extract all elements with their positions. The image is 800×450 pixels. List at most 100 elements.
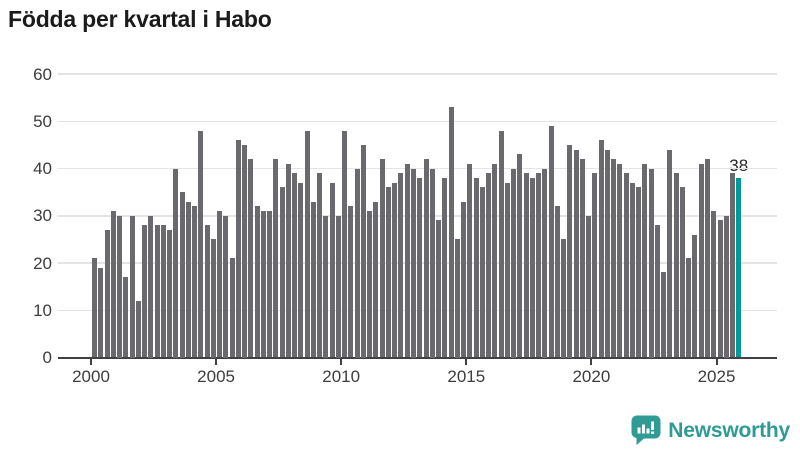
- bar: [117, 215, 123, 358]
- gridline-y-40: [58, 167, 777, 170]
- y-axis-tick-label: 60: [33, 64, 52, 84]
- bar: [711, 211, 717, 358]
- bar: [679, 187, 685, 358]
- bar: [135, 300, 141, 358]
- x-axis-tick-label: 2010: [322, 367, 361, 386]
- bar: [310, 201, 316, 358]
- bar: [210, 239, 216, 358]
- bar: [423, 159, 429, 358]
- bar: [636, 187, 642, 358]
- y-axis-tick-label: 0: [42, 348, 52, 367]
- bar: [579, 159, 585, 358]
- bar: [429, 168, 435, 358]
- gridline-y-60: [58, 73, 777, 75]
- bar: [254, 206, 260, 358]
- y-axis-tick-label: 10: [33, 300, 52, 320]
- bar: [667, 149, 673, 358]
- bar: [123, 277, 129, 358]
- bar: [629, 182, 635, 358]
- bar: [661, 272, 667, 358]
- bar: [692, 234, 698, 358]
- bar: [360, 144, 366, 358]
- bar: [348, 206, 354, 358]
- bar: [417, 177, 423, 358]
- chart-title: Födda per kvartal i Habo: [8, 6, 272, 32]
- bar: [323, 215, 329, 358]
- x-axis-tick: [715, 359, 718, 365]
- bar: [248, 159, 254, 358]
- bar: [304, 130, 310, 358]
- bar: [642, 163, 648, 358]
- bar: [242, 144, 248, 358]
- x-axis-tick-label: 2015: [447, 367, 486, 386]
- bar: [198, 130, 204, 358]
- last-value-label: 38: [729, 155, 749, 175]
- bar: [98, 267, 104, 358]
- bar: [192, 206, 198, 358]
- bar: [492, 163, 498, 358]
- x-axis-tick: [90, 359, 92, 365]
- bar: [329, 182, 335, 358]
- bar: [529, 177, 535, 358]
- bar: [160, 225, 166, 358]
- bar: [730, 173, 735, 358]
- x-axis-tick: [590, 359, 593, 365]
- bar: [623, 173, 629, 358]
- x-axis-tick-label: 2000: [72, 367, 110, 386]
- bar: [617, 163, 623, 358]
- bar: [235, 140, 241, 358]
- bar: [548, 125, 554, 358]
- bar: [542, 168, 548, 358]
- bar: [517, 154, 523, 358]
- bar: [385, 187, 391, 358]
- bar: [604, 149, 610, 358]
- bar: [317, 173, 323, 358]
- bar: [448, 107, 454, 358]
- gridline-y-50: [58, 120, 777, 122]
- bar: [217, 211, 223, 358]
- bar: [586, 215, 592, 358]
- bar: [223, 215, 229, 358]
- bar: [461, 201, 467, 358]
- bar: [179, 192, 185, 358]
- bar: [335, 215, 341, 358]
- bar: [229, 258, 235, 358]
- bar: [354, 168, 360, 358]
- bar: [561, 239, 567, 358]
- bar: [392, 182, 398, 358]
- bar: [467, 163, 473, 358]
- y-axis-tick-label: 50: [33, 111, 52, 131]
- bar: [511, 168, 517, 358]
- x-axis-tick-label: 2020: [572, 367, 611, 386]
- bar: [279, 187, 285, 358]
- bar: [273, 159, 279, 358]
- x-axis-tick-label: 2005: [197, 367, 235, 386]
- bar: [442, 177, 448, 358]
- bar: [167, 229, 173, 358]
- bar: [673, 173, 679, 358]
- bar: [367, 211, 373, 358]
- bar: [654, 225, 660, 358]
- bar: [298, 182, 304, 358]
- bar: [292, 173, 298, 358]
- bar: [285, 163, 291, 358]
- bar: [567, 144, 573, 358]
- bar: [686, 258, 692, 358]
- bar: [267, 211, 273, 358]
- y-axis-tick-label: 40: [33, 159, 52, 178]
- bar: [92, 258, 97, 358]
- bar: [473, 177, 479, 358]
- bar: [454, 239, 460, 358]
- bar-highlighted-latest: [736, 177, 742, 358]
- bar: [110, 211, 116, 358]
- bar: [498, 130, 504, 358]
- bar: [504, 182, 510, 358]
- x-axis-tick: [215, 359, 218, 365]
- bar: [185, 201, 191, 358]
- bar-chart-speech-bubble-icon: [631, 415, 661, 446]
- bar: [598, 140, 604, 358]
- bar: [342, 130, 348, 358]
- x-axis-tick-label: 2025: [697, 367, 736, 386]
- bar: [523, 173, 529, 358]
- y-axis-tick-label: 20: [33, 253, 52, 273]
